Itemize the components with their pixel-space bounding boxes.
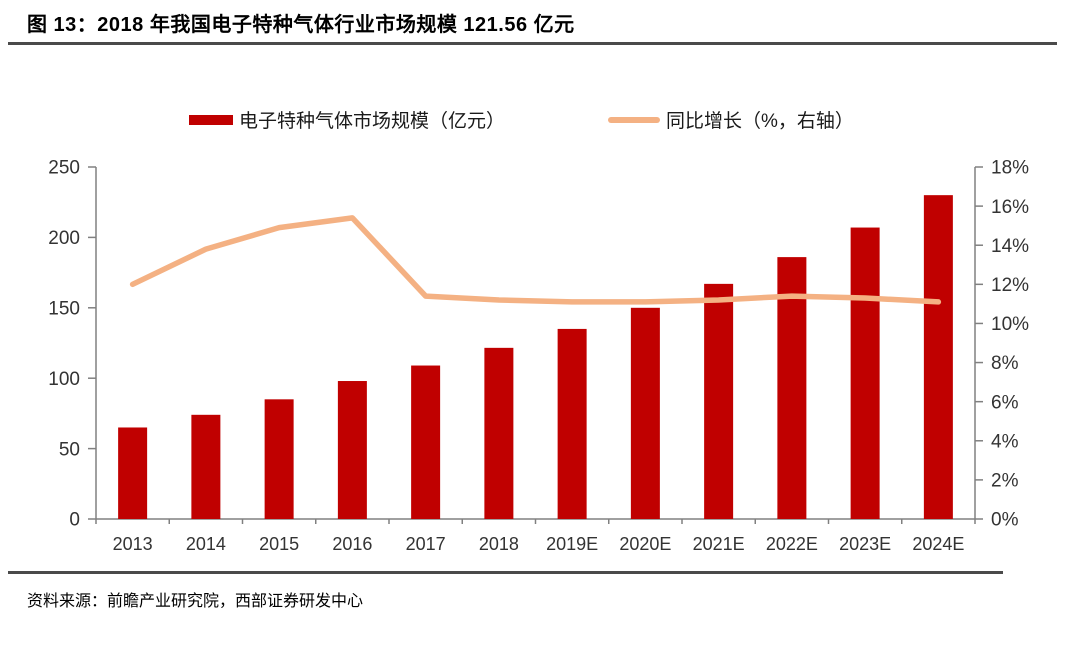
right-axis-tick-label: 16% (991, 197, 1029, 218)
footer-divider-rule (8, 571, 1003, 574)
x-axis-label-2024E: 2024E (912, 534, 964, 554)
bar-2016 (337, 381, 367, 519)
right-axis-tick-label: 6% (991, 392, 1019, 413)
bar-2022E (777, 257, 807, 519)
right-axis-tick-label: 8% (991, 353, 1019, 374)
line-series-swatch (608, 116, 660, 123)
left-axis-tick-label: 250 (48, 158, 80, 179)
right-axis-tick-label: 4% (991, 431, 1019, 452)
x-axis-label-2022E: 2022E (766, 534, 818, 554)
left-axis-tick-label: 0 (69, 510, 80, 531)
right-axis-tick-label: 2% (991, 471, 1019, 492)
bar-2015 (264, 399, 294, 519)
legend-item-yoy-growth: 同比增长（%，右轴） (608, 106, 854, 133)
right-axis-tick-label: 10% (991, 314, 1029, 335)
bar-2021E (704, 283, 734, 519)
left-axis-tick-label: 150 (48, 298, 80, 319)
x-axis-label-2019E: 2019E (546, 534, 598, 554)
title-divider-rule (8, 42, 1057, 45)
bar-2024E (923, 195, 953, 519)
bar-2014 (191, 414, 221, 519)
bar-2013 (118, 427, 148, 519)
x-axis-label-2015: 2015 (259, 534, 299, 554)
legend-label-market-size: 电子特种气体市场规模（亿元） (239, 111, 506, 132)
left-axis-tick-label: 100 (48, 369, 80, 390)
bar-2023E (850, 227, 880, 519)
x-axis-label-2021E: 2021E (693, 534, 745, 554)
right-axis-tick-label: 18% (991, 158, 1029, 179)
legend-item-market-size: 电子特种气体市场规模（亿元） (189, 106, 505, 133)
left-axis-tick-label: 200 (48, 228, 80, 249)
x-axis-label-2020E: 2020E (619, 534, 671, 554)
x-axis-label-2023E: 2023E (839, 534, 891, 554)
data-source-note: 资料来源：前瞻产业研究院，西部证券研发中心 (27, 593, 364, 610)
bar-2019E (557, 328, 587, 519)
x-axis-label-2018: 2018 (479, 534, 519, 554)
bar-series-swatch (189, 114, 233, 125)
bar-2018 (484, 347, 514, 519)
bar-2017 (411, 365, 441, 519)
x-axis-label-2017: 2017 (406, 534, 446, 554)
x-axis-label-2016: 2016 (332, 534, 372, 554)
right-axis-tick-label: 14% (991, 236, 1029, 257)
bar-2020E (630, 307, 660, 519)
right-axis-tick-label: 12% (991, 275, 1029, 296)
left-axis-tick-label: 50 (59, 439, 80, 460)
right-axis-tick-label: 0% (991, 510, 1019, 531)
x-axis-label-2014: 2014 (186, 534, 226, 554)
x-axis-label-2013: 2013 (113, 534, 153, 554)
yoy-growth-line (129, 215, 942, 305)
legend-label-yoy-growth: 同比增长（%，右轴） (666, 111, 854, 132)
figure-title: 图 13：2018 年我国电子特种气体行业市场规模 121.56 亿元 (27, 14, 575, 36)
